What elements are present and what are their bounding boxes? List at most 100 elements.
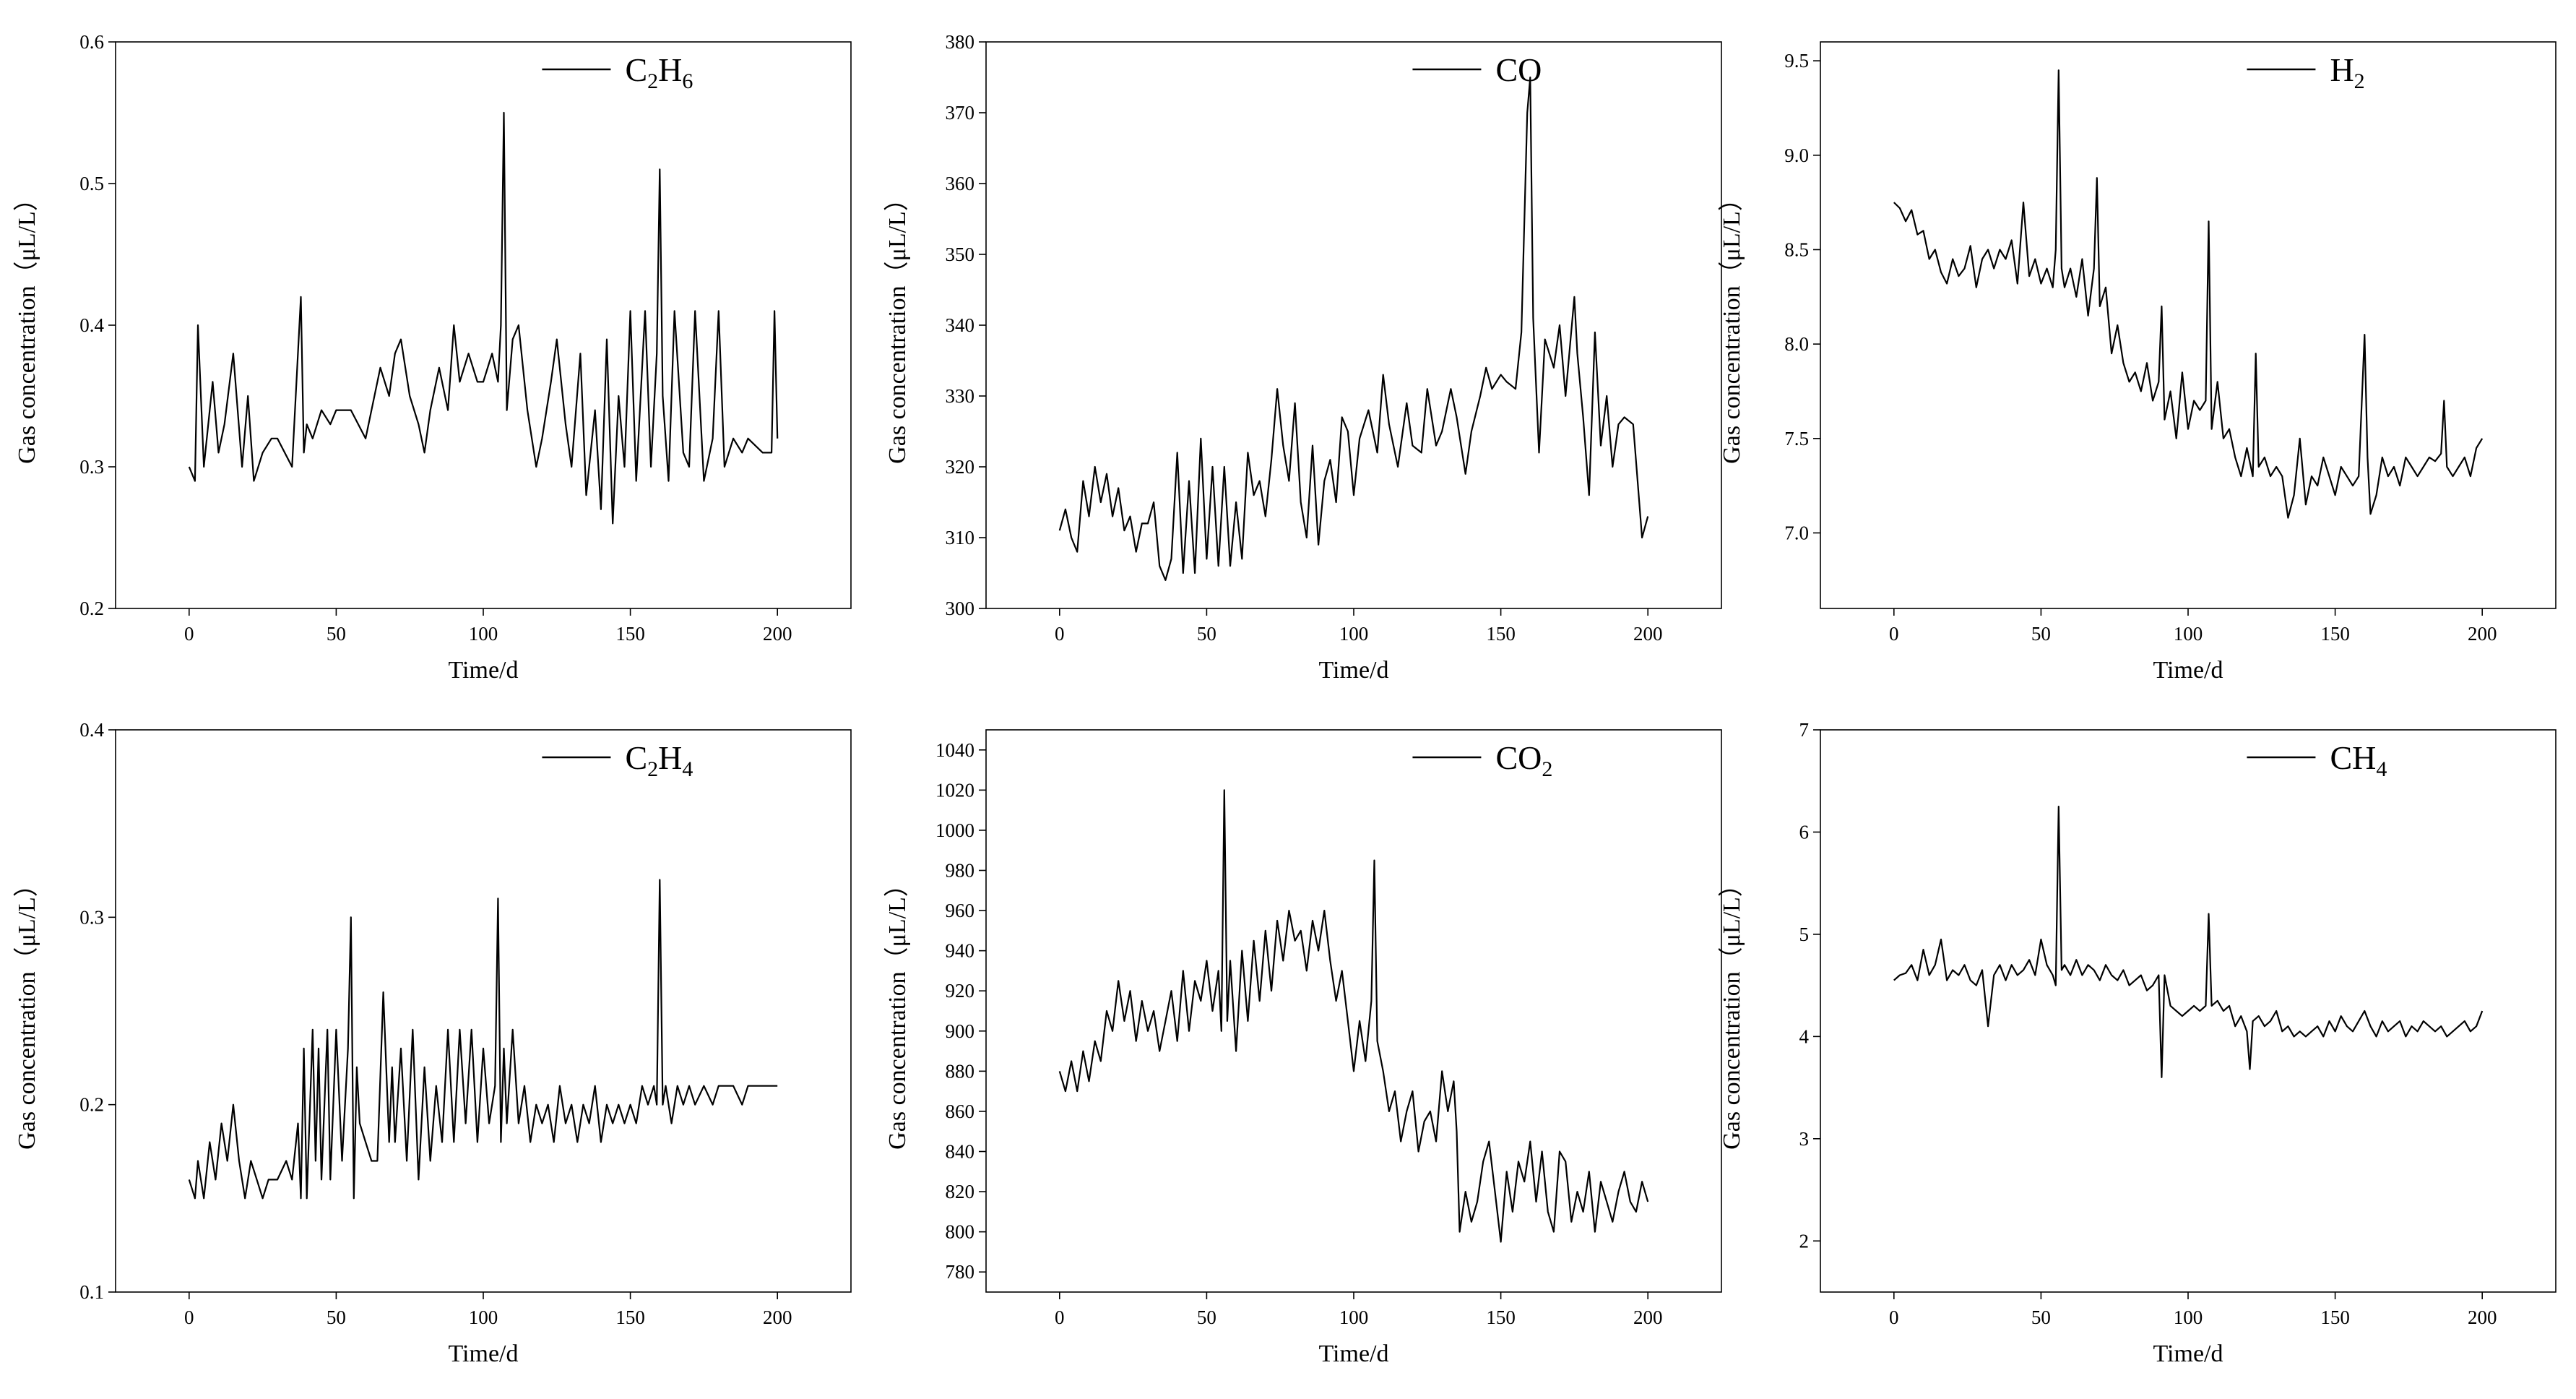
x-tick-label: 0 [1889, 623, 1899, 645]
legend-text-main: C [625, 51, 647, 88]
y-tick-label: 0.4 [79, 719, 104, 741]
x-tick-label: 100 [469, 623, 498, 645]
x-axis-title: Time/d [1318, 657, 1388, 684]
legend-subscript: 4 [2376, 757, 2387, 781]
x-tick-label: 150 [1486, 623, 1516, 645]
series-line-ch4 [1893, 805, 2484, 1079]
x-tick-label: 50 [2031, 623, 2051, 645]
legend-subscript: 2 [1542, 757, 1552, 781]
panel-h2: 7.0 7.5 8.0 8.5 9.0 9.5 0 50 100 150 200 Time/d Gas … [1718, 41, 2556, 684]
y-tick-label: 2 [1799, 1230, 1810, 1252]
y-tick-label: 860 [946, 1101, 975, 1122]
y-tick-label: 370 [946, 102, 975, 124]
legend-label: CH4 [2330, 739, 2387, 781]
legend-subscript: 2 [647, 757, 658, 781]
y-axis-title: Gas concentration（μL/L） [13, 872, 40, 1150]
x-tick-label: 50 [2031, 1307, 2051, 1328]
panel-co2: 7808008208408608809009209409609801000102… [883, 729, 1722, 1367]
x-tick-label: 0 [1055, 1307, 1065, 1328]
x-tick-label: 200 [2468, 623, 2497, 645]
y-axis-title: Gas concentration（μL/L） [883, 186, 911, 464]
y-tick-label: 940 [946, 940, 975, 962]
y-tick-label: 820 [946, 1181, 975, 1202]
y-tick-label: 0.3 [79, 456, 104, 478]
y-tick-label: 5 [1799, 924, 1810, 945]
x-tick-label: 0 [1889, 1307, 1899, 1328]
y-tick-label: 7 [1799, 719, 1810, 741]
y-tick-label: 960 [946, 900, 975, 921]
series-line-co [1058, 76, 1649, 581]
y-tick-label: 340 [946, 314, 975, 336]
y-tick-label: 6 [1799, 821, 1810, 843]
x-axis-title: Time/d [2153, 657, 2223, 684]
x-tick-label: 100 [469, 1307, 498, 1328]
x-tick-label: 150 [2320, 1307, 2350, 1328]
x-tick-label: 50 [327, 623, 346, 645]
y-tick-label: 0.3 [79, 906, 104, 928]
y-tick-label: 840 [946, 1141, 975, 1163]
legend-label: CO2 [1495, 739, 1552, 781]
panel-ch4: 2 3 4 5 6 7 0 50 100 150 200 Time/d Gas concentratio… [1718, 719, 2556, 1367]
legend-text-mid: H [658, 51, 682, 88]
y-tick-label: 350 [946, 244, 975, 265]
x-tick-label: 50 [327, 1307, 346, 1328]
y-tick-label: 320 [946, 456, 975, 478]
y-tick-label: 1000 [935, 819, 974, 841]
legend-subscript: 6 [682, 69, 693, 93]
legend-subscript: 4 [682, 757, 693, 781]
y-tick-label: 310 [946, 527, 975, 548]
y-tick-label: 7.0 [1784, 522, 1809, 543]
x-tick-label: 200 [1633, 623, 1663, 645]
series-line-c2h6 [188, 111, 779, 525]
x-tick-label: 0 [184, 1307, 194, 1328]
y-axis-title: Gas concentration（μL/L） [13, 186, 40, 464]
x-tick-label: 150 [2320, 623, 2350, 645]
y-tick-label: 1040 [935, 739, 974, 761]
y-tick-label: 380 [946, 31, 975, 53]
x-axis-title: Time/d [2153, 1340, 2223, 1367]
legend-label: C2H6 [625, 51, 693, 93]
y-tick-label: 800 [946, 1221, 975, 1243]
x-tick-label: 200 [1633, 1307, 1663, 1328]
y-tick-label: 900 [946, 1020, 975, 1042]
y-tick-label: 0.5 [79, 173, 104, 194]
x-tick-label: 150 [615, 1307, 645, 1328]
y-tick-label: 8.0 [1784, 333, 1809, 355]
plot-frame [985, 41, 1722, 609]
x-tick-label: 100 [2174, 623, 2203, 645]
y-tick-label: 0.2 [79, 1094, 104, 1116]
x-axis-title: Time/d [448, 1340, 518, 1367]
y-tick-label: 880 [946, 1060, 975, 1082]
series-line-h2 [1893, 69, 2484, 519]
x-axis-title: Time/d [448, 657, 518, 684]
y-axis-title: Gas concentration（μL/L） [883, 872, 911, 1150]
x-tick-label: 0 [1055, 623, 1065, 645]
legend-text-main: CH [2330, 739, 2376, 776]
y-axis-title: Gas concentration（μL/L） [1718, 872, 1745, 1150]
x-tick-label: 0 [184, 623, 194, 645]
legend-label: C2H4 [625, 739, 693, 781]
y-tick-label: 920 [946, 980, 975, 1002]
y-tick-label: 330 [946, 385, 975, 407]
y-tick-label: 0.4 [79, 314, 104, 336]
series-line-c2h4 [188, 879, 778, 1200]
x-tick-label: 200 [763, 623, 792, 645]
y-tick-label: 0.1 [79, 1281, 104, 1303]
legend-text-main: CO [1495, 51, 1542, 88]
series-line-co2 [1058, 789, 1649, 1243]
legend-subscript: 2 [647, 69, 658, 93]
y-tick-label: 4 [1799, 1025, 1810, 1047]
x-tick-label: 100 [2174, 1307, 2203, 1328]
y-tick-label: 300 [946, 598, 975, 619]
y-tick-label: 8.5 [1784, 238, 1809, 260]
x-tick-label: 50 [1197, 1307, 1216, 1328]
legend-text-mid: H [658, 739, 682, 776]
x-tick-label: 100 [1339, 1307, 1369, 1328]
y-tick-label: 9.5 [1784, 50, 1809, 72]
y-tick-label: 1020 [935, 779, 974, 801]
y-axis-title: Gas concentration（μL/L） [1718, 186, 1745, 464]
y-tick-label: 360 [946, 173, 975, 194]
x-axis-title: Time/d [1318, 1340, 1388, 1367]
x-tick-label: 100 [1339, 623, 1369, 645]
legend-label: CO [1495, 51, 1542, 88]
